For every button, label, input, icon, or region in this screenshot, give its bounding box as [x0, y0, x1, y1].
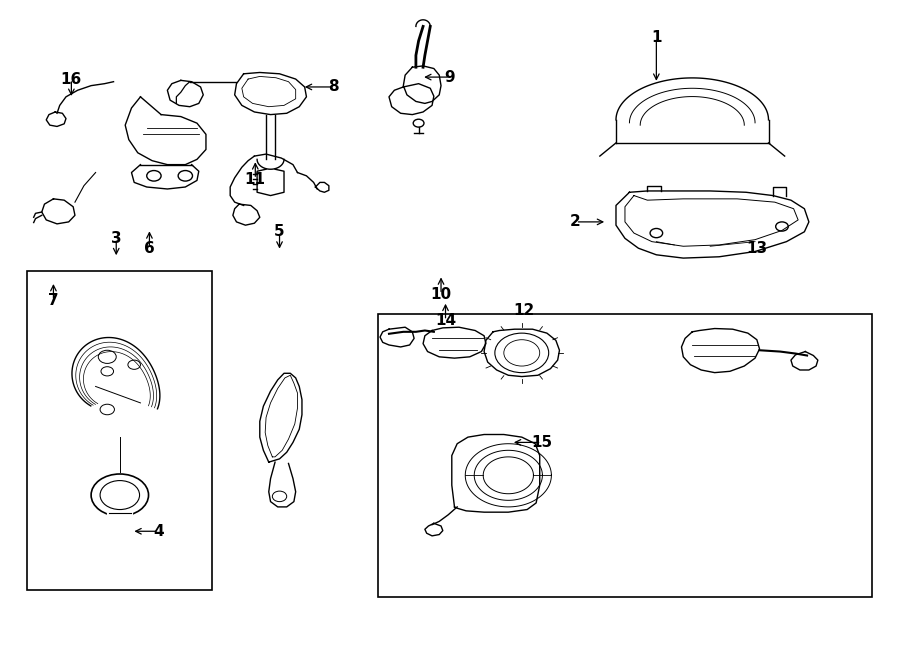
- Text: 10: 10: [430, 287, 452, 302]
- Text: 12: 12: [513, 303, 535, 318]
- Text: 14: 14: [435, 313, 456, 328]
- Text: 13: 13: [746, 241, 768, 256]
- Text: 11: 11: [245, 172, 266, 186]
- Text: 15: 15: [531, 435, 552, 450]
- Text: 2: 2: [571, 214, 581, 229]
- Bar: [378, 314, 872, 597]
- Text: 6: 6: [144, 241, 155, 256]
- Text: 7: 7: [48, 293, 58, 309]
- Text: 5: 5: [274, 224, 284, 239]
- Text: 1: 1: [651, 30, 661, 45]
- Text: 9: 9: [445, 69, 455, 85]
- Text: 4: 4: [153, 524, 164, 539]
- Bar: [26, 271, 212, 590]
- Text: 16: 16: [60, 71, 82, 87]
- Text: 3: 3: [111, 231, 122, 246]
- Text: 8: 8: [328, 79, 338, 95]
